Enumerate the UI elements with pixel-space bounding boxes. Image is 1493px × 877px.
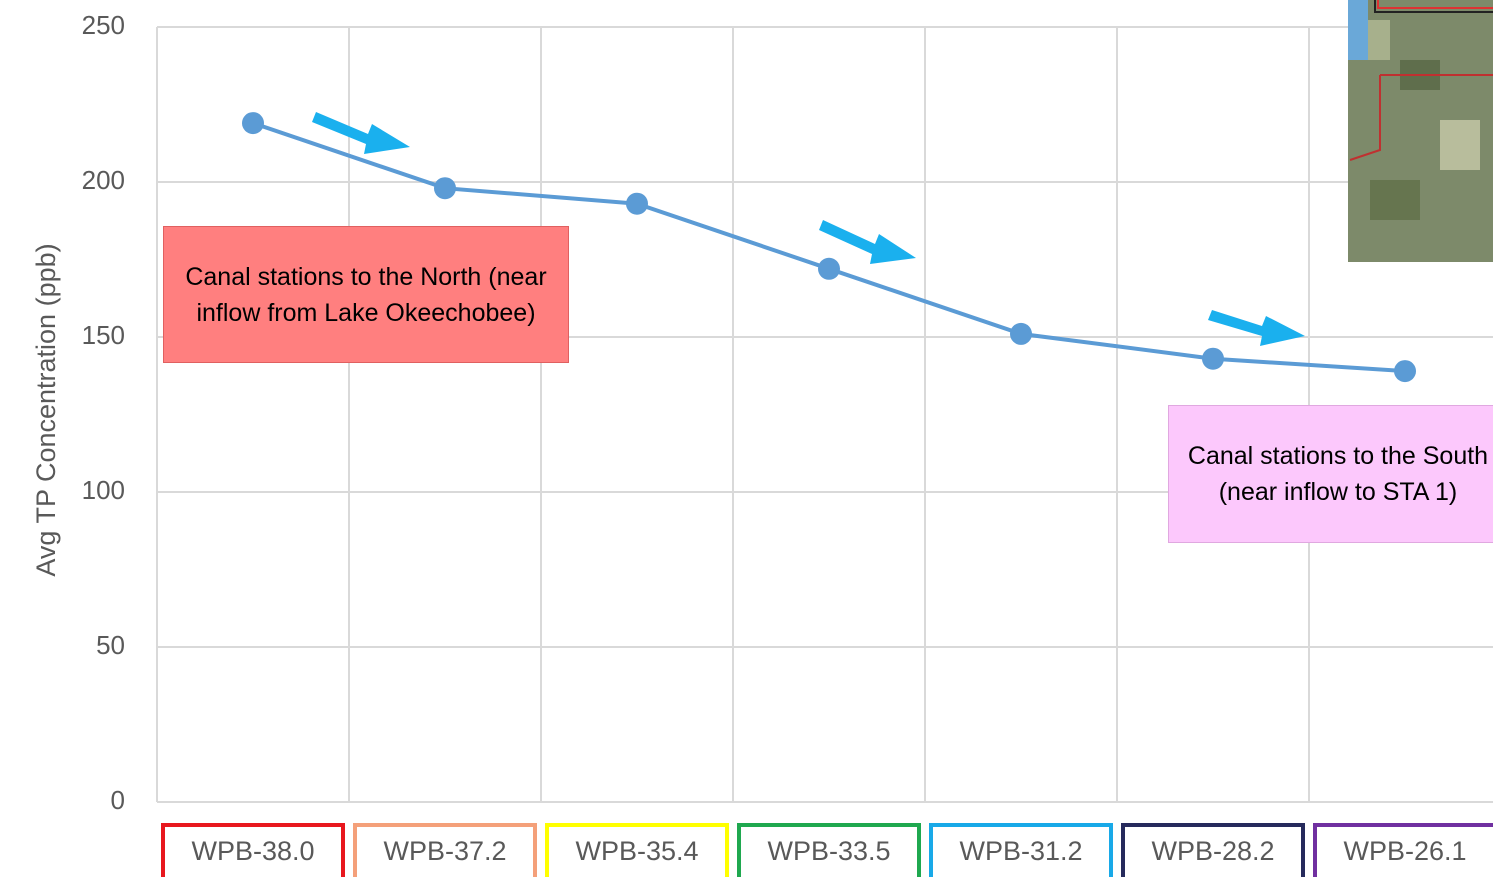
y-tick-label: 0 [111,785,125,815]
x-tick-label: WPB-35.4 [575,836,698,866]
annotation-south: Canal stations to the South (near inflow… [1168,405,1493,543]
y-tick-label: 50 [96,630,125,660]
category-box [737,823,921,877]
category-box [929,823,1113,877]
y-tick-label: 150 [82,320,125,350]
category-box [1313,823,1493,877]
point [1394,360,1416,383]
point [1010,322,1032,345]
annotation-north: Canal stations to the North (near inflow… [163,226,569,363]
y-tick-label: 100 [82,475,125,505]
x-tick-label: WPB-26.1 [1343,836,1466,866]
category-box [1121,823,1305,877]
point [434,177,456,200]
x-tick-label: WPB-33.5 [767,836,890,866]
point [818,257,840,280]
point [1202,347,1224,370]
x-tick-label: WPB-28.2 [1151,836,1274,866]
y-tick-label: 200 [82,165,125,195]
map-inset [1348,0,1493,262]
x-tick-label: WPB-37.2 [383,836,506,866]
point [242,112,264,135]
category-box [545,823,729,877]
point [626,192,648,215]
x-tick-label: WPB-38.0 [191,836,314,866]
category-box [353,823,537,877]
y-tick-label: 250 [82,10,125,40]
x-tick-label: WPB-31.2 [959,836,1082,866]
category-box [161,823,345,877]
arrows [312,112,1305,346]
y-axis-label: Avg TP Concentration (ppb) [31,243,61,576]
